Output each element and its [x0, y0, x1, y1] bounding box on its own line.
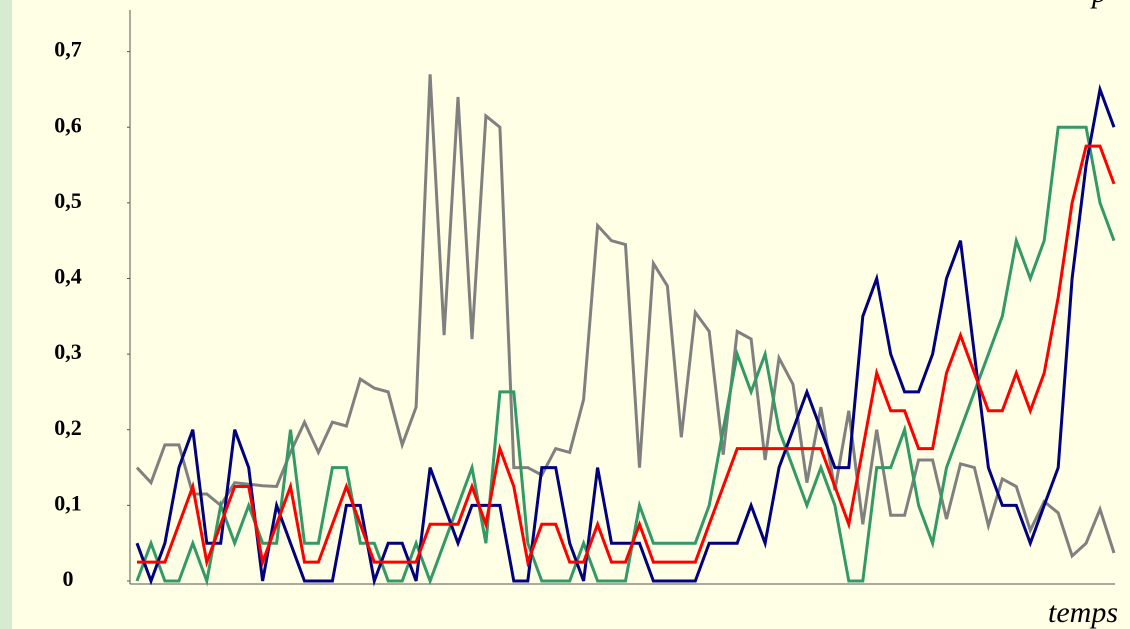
- y-tick-label: 0,6: [54, 112, 82, 137]
- y-tick-label: 0: [63, 566, 74, 591]
- y-tick-label: 0,1: [54, 490, 82, 515]
- data-line: [137, 144, 1116, 568]
- y-tick-label: 0,7: [54, 37, 82, 62]
- y-tick-label: 0,4: [54, 264, 82, 289]
- x-axis-label: temps: [1048, 596, 1118, 629]
- data-line: [135, 83, 1116, 587]
- data-line: [135, 74, 1116, 559]
- y-tick-label: 0,5: [54, 188, 82, 213]
- data-line: [135, 125, 1116, 587]
- y-tick-label: 0,2: [54, 415, 82, 440]
- y-axis-label: p: [1090, 0, 1107, 9]
- side-strip: [0, 0, 12, 629]
- y-tick-label: 0,3: [54, 339, 82, 364]
